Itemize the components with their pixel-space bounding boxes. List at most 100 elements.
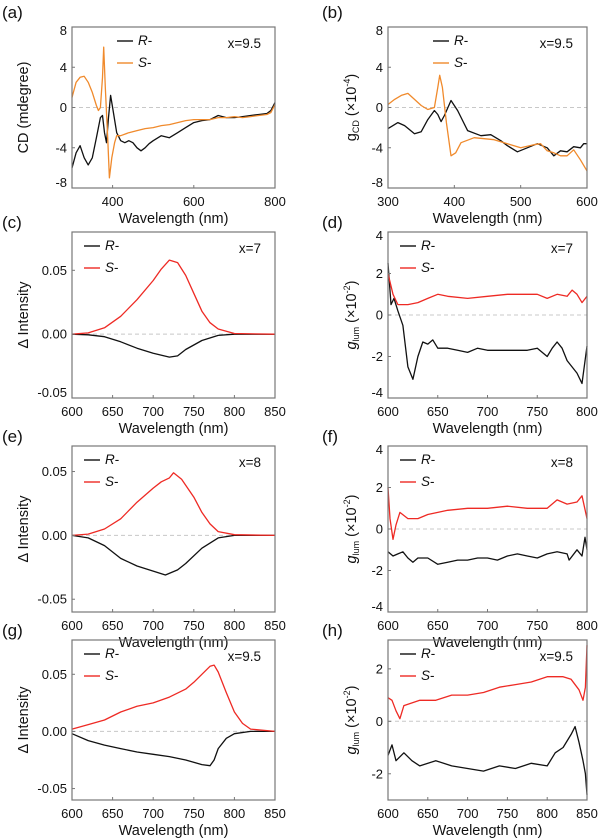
x-tick-label: 800	[224, 404, 246, 419]
x-tick-label: 750	[183, 618, 205, 633]
y-tick-label: 2	[376, 480, 383, 495]
x-tick-label: 700	[142, 618, 164, 633]
legend-label-R: R-	[454, 33, 468, 48]
legend-label-letter: S	[421, 260, 430, 275]
legend-label-suffix: -	[114, 668, 119, 683]
legend-label-S: S-	[421, 474, 435, 489]
legend-label-suffix: -	[148, 33, 153, 48]
series-line-S	[387, 487, 588, 541]
legend-label-letter: S	[138, 55, 147, 70]
y-axis-title: Δ Intensity	[16, 686, 32, 754]
sample-annotation: x=9.5	[540, 649, 573, 664]
y-title-close: )	[344, 686, 360, 691]
y-title-close: )	[344, 281, 360, 286]
sample-annotation: x=7	[551, 241, 573, 256]
y-tick-label: -4	[371, 599, 383, 614]
y-tick-label: 4	[376, 442, 383, 457]
sample-annotation: x=9.5	[228, 36, 261, 51]
chart-panel-f: (f) 600 650 700 750 800 4 2 0 -2 -4 Wavelength (nm)…	[322, 427, 598, 651]
x-tick-label: 400	[102, 194, 124, 209]
y-title-base: g	[344, 746, 360, 754]
series-line-S	[387, 645, 588, 720]
y-tick-label: 4	[60, 60, 67, 75]
x-tick-label: 800	[536, 806, 558, 821]
y-tick-label: 0.00	[42, 327, 67, 342]
y-title-base: Δ Intensity	[16, 281, 32, 349]
y-tick-label: 0.05	[42, 263, 67, 278]
legend-label-suffix: -	[431, 238, 436, 253]
x-tick-label: 700	[477, 404, 499, 419]
y-title-base: g	[344, 341, 360, 349]
y-tick-label: -2	[371, 766, 383, 781]
plot-frame	[71, 445, 276, 613]
y-title-subscript: CD	[351, 120, 361, 133]
series-line-R	[71, 94, 276, 169]
legend-label-suffix: -	[431, 452, 436, 467]
legend-label-R: R-	[138, 33, 152, 48]
series-line-S	[71, 259, 276, 335]
x-tick-label: 850	[264, 618, 286, 633]
x-tick-label: 650	[102, 404, 124, 419]
y-title-subscript: lum	[351, 327, 361, 342]
y-title-base: g	[344, 555, 360, 563]
x-axis-title: Wavelength (nm)	[119, 211, 229, 227]
x-tick-label: 600	[377, 404, 399, 419]
legend-label-S: S-	[421, 668, 435, 683]
y-tick-label: -4	[371, 385, 383, 400]
y-tick-label: 8	[60, 23, 67, 38]
y-title-subscript: lum	[351, 541, 361, 556]
legend-label-suffix: -	[431, 646, 436, 661]
y-tick-label: 4	[376, 228, 383, 243]
sample-annotation: x=8	[551, 455, 573, 470]
y-tick-label: -0.05	[37, 592, 67, 607]
y-tick-label: 0	[376, 714, 383, 729]
y-tick-label: 0.00	[42, 528, 67, 543]
legend-label-S: S-	[105, 668, 119, 683]
x-tick-label: 650	[427, 618, 449, 633]
y-tick-label: -0.05	[37, 385, 67, 400]
legend-label-S: S-	[421, 260, 435, 275]
panel-label: (a)	[2, 3, 23, 22]
y-tick-label: 0	[376, 522, 383, 537]
x-tick-label: 600	[377, 806, 399, 821]
panel-label: (h)	[322, 621, 343, 640]
y-title-close: )	[344, 74, 360, 79]
y-title-exponent: -2	[342, 285, 352, 293]
legend-label-suffix: -	[464, 33, 469, 48]
y-tick-label: -2	[371, 349, 383, 364]
x-tick-label: 750	[497, 806, 519, 821]
legend-label-suffix: -	[115, 646, 120, 661]
x-tick-label: 800	[576, 618, 598, 633]
series-line-R	[71, 730, 275, 767]
x-tick-label: 850	[576, 806, 598, 821]
sample-annotation: x=9.5	[540, 36, 573, 51]
series-line-S	[71, 46, 276, 179]
legend-label-letter: R	[421, 646, 431, 661]
y-tick-label: -8	[371, 175, 383, 190]
legend-label-suffix: -	[115, 452, 120, 467]
panel-label: (c)	[2, 213, 22, 232]
x-tick-label: 800	[224, 806, 246, 821]
panel-label: (e)	[2, 427, 23, 446]
legend-label-letter: R	[138, 33, 148, 48]
chart-panel-c: (c) 600 650 700 750 800 850 0.05 0.00 -0.05 Wavele…	[2, 213, 286, 437]
sample-annotation: x=7	[239, 241, 261, 256]
x-tick-label: 600	[576, 194, 598, 209]
y-title-exponent: -4	[342, 79, 352, 87]
x-tick-label: 650	[102, 618, 124, 633]
y-axis-title: CD (mdegree)	[16, 62, 32, 154]
x-axis-title: Wavelength (nm)	[119, 635, 229, 651]
y-title-exponent: -2	[342, 690, 352, 698]
y-title-unit: (×10	[344, 698, 360, 731]
legend-label-R: R-	[105, 238, 119, 253]
x-tick-label: 750	[526, 404, 548, 419]
legend-label-letter: R	[454, 33, 464, 48]
series-line-R	[387, 536, 588, 565]
x-axis-title: Wavelength (nm)	[119, 421, 229, 437]
x-tick-label: 800	[264, 194, 286, 209]
legend-label-suffix: -	[115, 238, 120, 253]
series-line-R	[71, 534, 275, 576]
x-tick-label: 600	[61, 618, 83, 633]
y-tick-label: 0.00	[42, 724, 67, 739]
